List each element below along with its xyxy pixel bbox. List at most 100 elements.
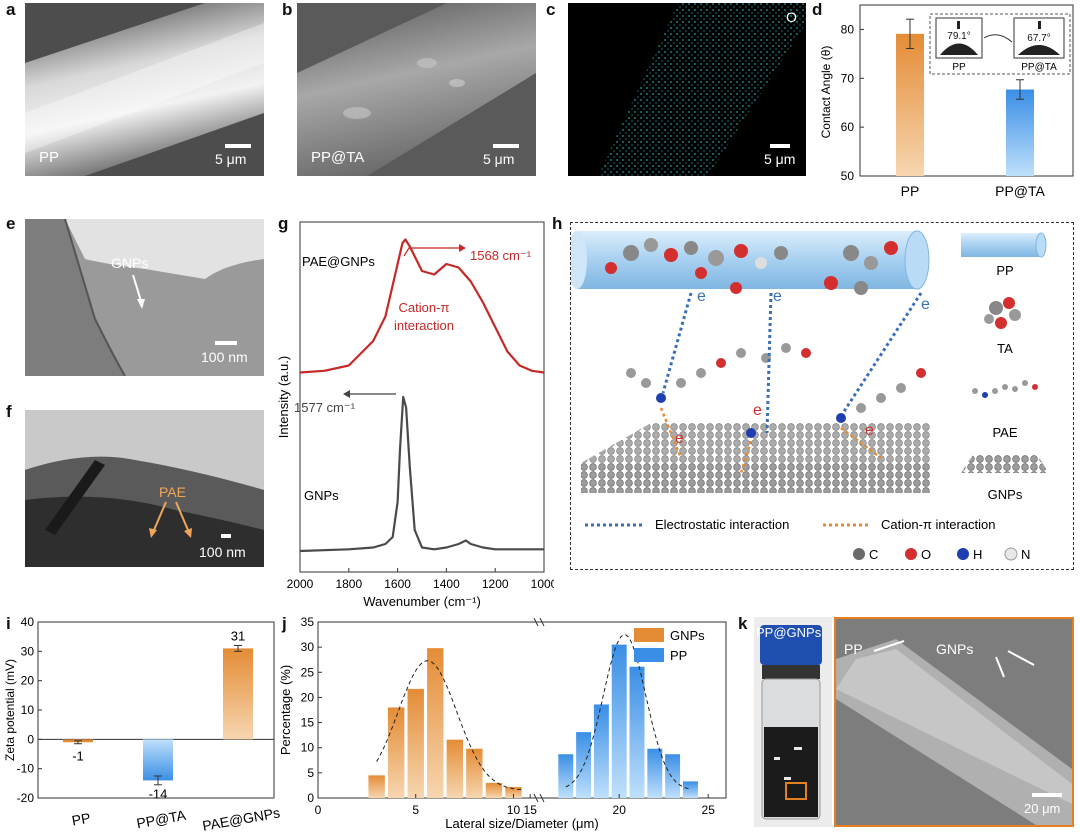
y-tick-label: 15: [301, 716, 315, 730]
bar-pp: [593, 704, 609, 798]
bar-gnps: [407, 688, 424, 798]
highlight-box: [785, 782, 807, 800]
contact-angle-inset: 79.1° 67.7° PP PP@TA: [929, 13, 1071, 75]
schematic-panel: e e e e e e PP TA PAE GNPs Electrostatic…: [567, 222, 1074, 570]
y-tick-label: 60: [841, 120, 855, 134]
photo-vial: PP@GNPs: [754, 617, 832, 827]
electron-mark: e: [697, 288, 706, 305]
axes-frame: [859, 4, 1074, 177]
annotation-interaction: interaction: [394, 318, 454, 333]
electron-mark: e: [921, 296, 930, 313]
element-label: O: [786, 9, 797, 25]
scale-bar: [215, 341, 237, 345]
label-pp-ta: PP@TA: [311, 149, 365, 166]
panel-letter-h: h: [552, 214, 563, 233]
atom-c-icon: [853, 548, 865, 560]
bar-gnps: [466, 748, 483, 798]
x-tick-label: 1200: [482, 577, 509, 591]
legend-electrostatic: Electrostatic interaction: [655, 517, 789, 532]
bar-gnps: [368, 775, 385, 798]
legend-swatch-gnps: [634, 628, 664, 642]
y-tick-label: -20: [17, 791, 35, 805]
scale-text: 5 μm: [483, 151, 515, 167]
y-tick-label: 80: [841, 22, 855, 36]
y-tick-label: -10: [17, 762, 35, 776]
electron-mark: e: [773, 288, 782, 305]
cation-pi-lines: [659, 407, 882, 474]
bar-pp: [611, 644, 627, 798]
sem-coated-fiber: [836, 619, 1072, 825]
inset-arrow: [983, 34, 1013, 43]
bar-pp: [896, 33, 924, 176]
x-tick-label: 1800: [335, 577, 362, 591]
x-tick-label: PP@TA: [135, 807, 187, 832]
y-tick-label: 0: [307, 791, 314, 805]
scale-text: 5 μm: [764, 151, 796, 167]
x-tick-label: 2000: [287, 577, 314, 591]
y-tick-label: 30: [301, 640, 315, 654]
x-tick-label: 10: [507, 803, 521, 817]
legend-name-ta: TA: [997, 341, 1013, 356]
pae-molecules: [626, 343, 926, 438]
legend-cation-pi: Cation-π interaction: [881, 517, 995, 532]
tem-image-gnps: GNPs 100 nm: [25, 219, 264, 376]
x-tick-label: PAE@GNPs: [201, 804, 280, 833]
scale-text: 100 nm: [201, 349, 248, 365]
x-tick-label: 1400: [433, 577, 460, 591]
panel-letter-c: c: [546, 0, 556, 19]
legend-pp-icon: [961, 232, 1047, 258]
scale-bar: [770, 144, 790, 148]
legend-pp: PP: [670, 648, 687, 663]
atom-o: O: [921, 547, 931, 562]
y-axis-label: Contact Angle (θ): [819, 46, 833, 139]
atom-c: C: [869, 547, 878, 562]
legend-pae-gnps: PAE@GNPs: [302, 254, 375, 269]
eds-fiber-map: [568, 3, 806, 176]
y-axis-label: Intensity (a.u.): [276, 356, 291, 438]
y-tick-label: 0: [27, 732, 34, 746]
data-label: -1: [72, 748, 84, 763]
droplet-pp: [940, 43, 978, 55]
legend-name-pae: PAE: [992, 425, 1017, 440]
bar-gnps: [485, 782, 503, 798]
y-tick-label: 35: [301, 615, 315, 629]
x-tick-label: PP: [901, 183, 920, 199]
data-label: 31: [231, 628, 245, 643]
vial-drawing: [754, 617, 832, 827]
bar-pp: [629, 666, 645, 798]
x-tick-label: PP@TA: [995, 183, 1045, 199]
series-line-gnps: [299, 395, 544, 553]
fit-curve-gnps: [376, 660, 524, 791]
bar-pp: [665, 754, 681, 798]
x-axis-label: Wavenumber (cm⁻¹): [363, 594, 481, 609]
chart-spectra: 2000 1800 1600 1400 1200 1000 Wavenumber (cm⁻…: [276, 221, 554, 609]
angle-pp: 79.1°: [947, 31, 970, 42]
sem-image-pp-gnps: PP GNPs 20 μm: [834, 617, 1074, 827]
scale-text: 100 nm: [199, 544, 246, 560]
label-gnps: GNPs: [111, 255, 149, 271]
electron-mark: e: [865, 422, 874, 439]
inset-label-pp-ta: PP@TA: [1021, 62, 1057, 73]
arrow-icon: [132, 274, 145, 309]
annotation-cation-pi: Cation-π: [399, 300, 450, 315]
label-pp: PP: [39, 149, 60, 166]
electrostatic-lines: [661, 292, 923, 434]
inset-label-pp: PP: [952, 62, 966, 73]
x-tick-label: 25: [702, 803, 716, 817]
electron-mark: e: [753, 402, 762, 419]
atom-o-icon: [905, 548, 917, 560]
x-tick-label: 20: [613, 803, 627, 817]
vial-label: PP@GNPs: [756, 625, 822, 640]
panel-letter-i: i: [6, 614, 11, 633]
bar-pp-ta: [143, 739, 173, 781]
legend-pae-icon: [972, 380, 1038, 398]
y-tick-label: 30: [21, 644, 35, 658]
x-tick-label: 5: [412, 803, 419, 817]
arrow-icon: [873, 640, 1035, 678]
arrow-1568: [403, 247, 459, 257]
bar-pae-gnps: [223, 648, 253, 740]
tem-image-pae: PAE 100 nm: [25, 410, 264, 567]
schematic-drawing: e e e e e e PP TA PAE GNPs Electrostatic…: [567, 230, 1049, 562]
